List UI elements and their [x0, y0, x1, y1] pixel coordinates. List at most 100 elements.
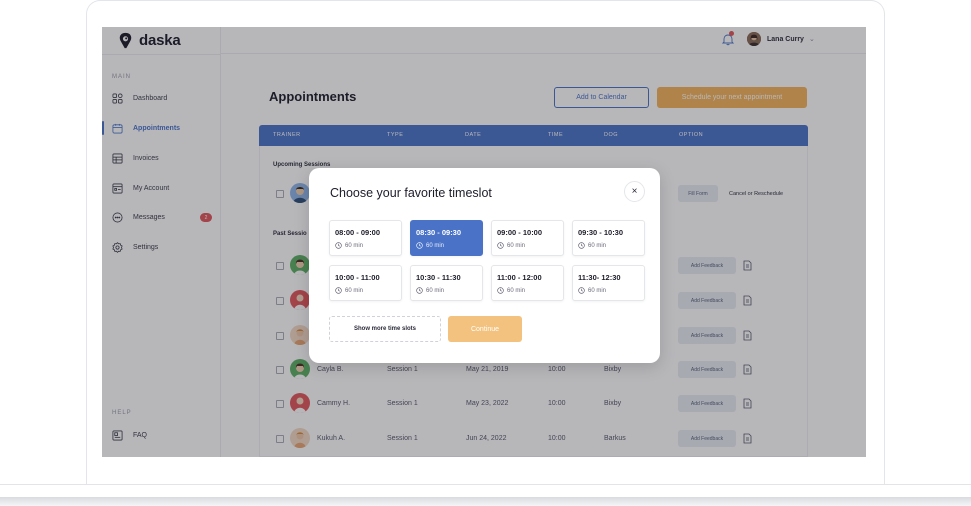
user-name[interactable]: Lana Curry [767, 36, 804, 43]
timeslot-time: 10:00 - 11:00 [335, 273, 380, 282]
add-to-calendar-button[interactable]: Add to Calendar [554, 87, 649, 108]
timeslot-time: 11:30- 12:30 [578, 273, 621, 282]
add-feedback-button[interactable]: Add Feedback [678, 257, 736, 274]
trainer-avatar [290, 255, 310, 275]
document-icon[interactable] [743, 398, 752, 409]
upcoming-sessions-label: Upcoming Sessions [273, 162, 331, 168]
timeslot-option[interactable]: 08:00 - 09:00 60 min [329, 220, 402, 256]
schedule-next-appointment-button[interactable]: Schedule your next appointment [657, 87, 807, 108]
gear-icon [112, 241, 123, 253]
document-icon[interactable] [743, 330, 752, 341]
document-icon[interactable] [743, 433, 752, 444]
timeslot-option[interactable]: 11:30- 12:30 60 min [572, 265, 645, 301]
table-row: Fill Form Cancel or Reschedule [259, 178, 808, 208]
column-header[interactable]: TRAINER [273, 132, 301, 138]
brand[interactable]: daska [117, 32, 181, 49]
session-time: 10:00 [548, 400, 566, 407]
table-row: Cayla B. Session 1 May 21, 2019 10:00 Bi… [259, 354, 808, 384]
clock-icon [578, 287, 585, 294]
timeslot-option[interactable]: 09:00 - 10:00 60 min [491, 220, 564, 256]
sidebar-item-settings[interactable]: Settings [102, 238, 221, 256]
invoice-icon [112, 153, 123, 163]
timeslot-duration: 60 min [497, 242, 525, 249]
sidebar-item-messages[interactable]: Messages [102, 208, 221, 226]
clock-icon [335, 287, 342, 294]
clock-icon [335, 242, 342, 249]
trainer-avatar-icon [294, 363, 306, 379]
top-bar: Lana Curry ⌄ [221, 27, 866, 54]
cancel-reschedule-link[interactable]: Cancel or Reschedule [729, 191, 784, 197]
duration-label: 60 min [345, 287, 364, 294]
clock-icon [416, 287, 423, 294]
sidebar-item-label: FAQ [133, 431, 148, 439]
timeslot-option-selected[interactable]: 08:30 - 09:30 60 min [410, 220, 483, 256]
notification-dot [729, 31, 734, 36]
timeslot-option[interactable]: 11:00 - 12:00 60 min [491, 265, 564, 301]
dog-name: Barkus [604, 435, 626, 442]
timeslot-option[interactable]: 09:30 - 10:30 60 min [572, 220, 645, 256]
trainer-avatar [290, 428, 310, 448]
help-section-label: HELP [112, 410, 132, 416]
add-feedback-button[interactable]: Add Feedback [678, 361, 736, 378]
trainer-avatar-icon [294, 294, 306, 310]
trainer-avatar [290, 359, 310, 379]
row-checkbox[interactable] [276, 297, 284, 305]
column-header[interactable]: OPTION [679, 132, 704, 138]
session-date: Jun 24, 2022 [466, 435, 507, 442]
timeslot-time: 10:30 - 11:30 [416, 273, 461, 282]
daska-logo-icon [119, 32, 132, 49]
trainer-avatar-icon [294, 397, 306, 413]
sidebar-item-faq[interactable]: FAQ [102, 426, 221, 444]
timeslot-time: 09:00 - 10:00 [497, 228, 543, 237]
bell-icon[interactable] [722, 33, 734, 46]
duration-label: 60 min [426, 242, 445, 249]
column-header[interactable]: TYPE [387, 132, 404, 138]
avatar[interactable] [747, 32, 761, 46]
add-feedback-button[interactable]: Add Feedback [678, 430, 736, 447]
timeslot-option[interactable]: 10:00 - 11:00 60 min [329, 265, 402, 301]
add-feedback-button[interactable]: Add Feedback [678, 292, 736, 309]
document-icon[interactable] [743, 295, 752, 306]
chevron-down-icon[interactable]: ⌄ [809, 36, 815, 43]
document-icon[interactable] [743, 260, 752, 271]
clock-icon [497, 287, 504, 294]
trainer-name: Cayla B. [317, 366, 344, 373]
row-checkbox[interactable] [276, 400, 284, 408]
row-checkbox[interactable] [276, 332, 284, 340]
close-icon[interactable]: × [624, 181, 645, 202]
document-icon[interactable] [743, 364, 752, 375]
trainer-avatar [290, 290, 310, 310]
row-checkbox[interactable] [276, 435, 284, 443]
fill-form-button[interactable]: Fill Form [678, 185, 718, 202]
duration-label: 60 min [588, 242, 607, 249]
add-feedback-button[interactable]: Add Feedback [678, 327, 736, 344]
messages-count-badge: 2 [200, 213, 212, 222]
sidebar-item-invoices[interactable]: Invoices [102, 149, 221, 167]
trainer-avatar-icon [294, 432, 306, 448]
trainer-avatar-icon [294, 259, 306, 275]
sidebar-item-my-account[interactable]: My Account [102, 179, 221, 197]
duration-label: 60 min [345, 242, 364, 249]
column-header[interactable]: TIME [548, 132, 564, 138]
sidebar-item-dashboard[interactable]: Dashboard [102, 89, 221, 107]
app-screen: daska MAIN Dashboard Appointments Invoic… [102, 27, 866, 457]
trainer-avatar [290, 325, 310, 345]
row-checkbox[interactable] [276, 262, 284, 270]
trainer-avatar-icon [294, 329, 306, 345]
show-more-timeslots-button[interactable]: Show more time slots [329, 316, 441, 342]
column-header[interactable]: DATE [465, 132, 482, 138]
add-feedback-button[interactable]: Add Feedback [678, 395, 736, 412]
timeslot-duration: 60 min [416, 287, 444, 294]
laptop-base [0, 484, 971, 498]
column-header[interactable]: DOG [604, 132, 619, 138]
duration-label: 60 min [588, 287, 607, 294]
row-checkbox[interactable] [276, 190, 284, 198]
row-checkbox[interactable] [276, 366, 284, 374]
table-header: TRAINER TYPE DATE TIME DOG OPTION [259, 125, 808, 146]
timeslot-option[interactable]: 10:30 - 11:30 60 min [410, 265, 483, 301]
clock-icon [416, 242, 423, 249]
trainer-avatar [290, 183, 310, 203]
brand-name: daska [139, 32, 181, 49]
continue-button[interactable]: Continue [448, 316, 522, 342]
sidebar-item-appointments[interactable]: Appointments [102, 119, 221, 137]
